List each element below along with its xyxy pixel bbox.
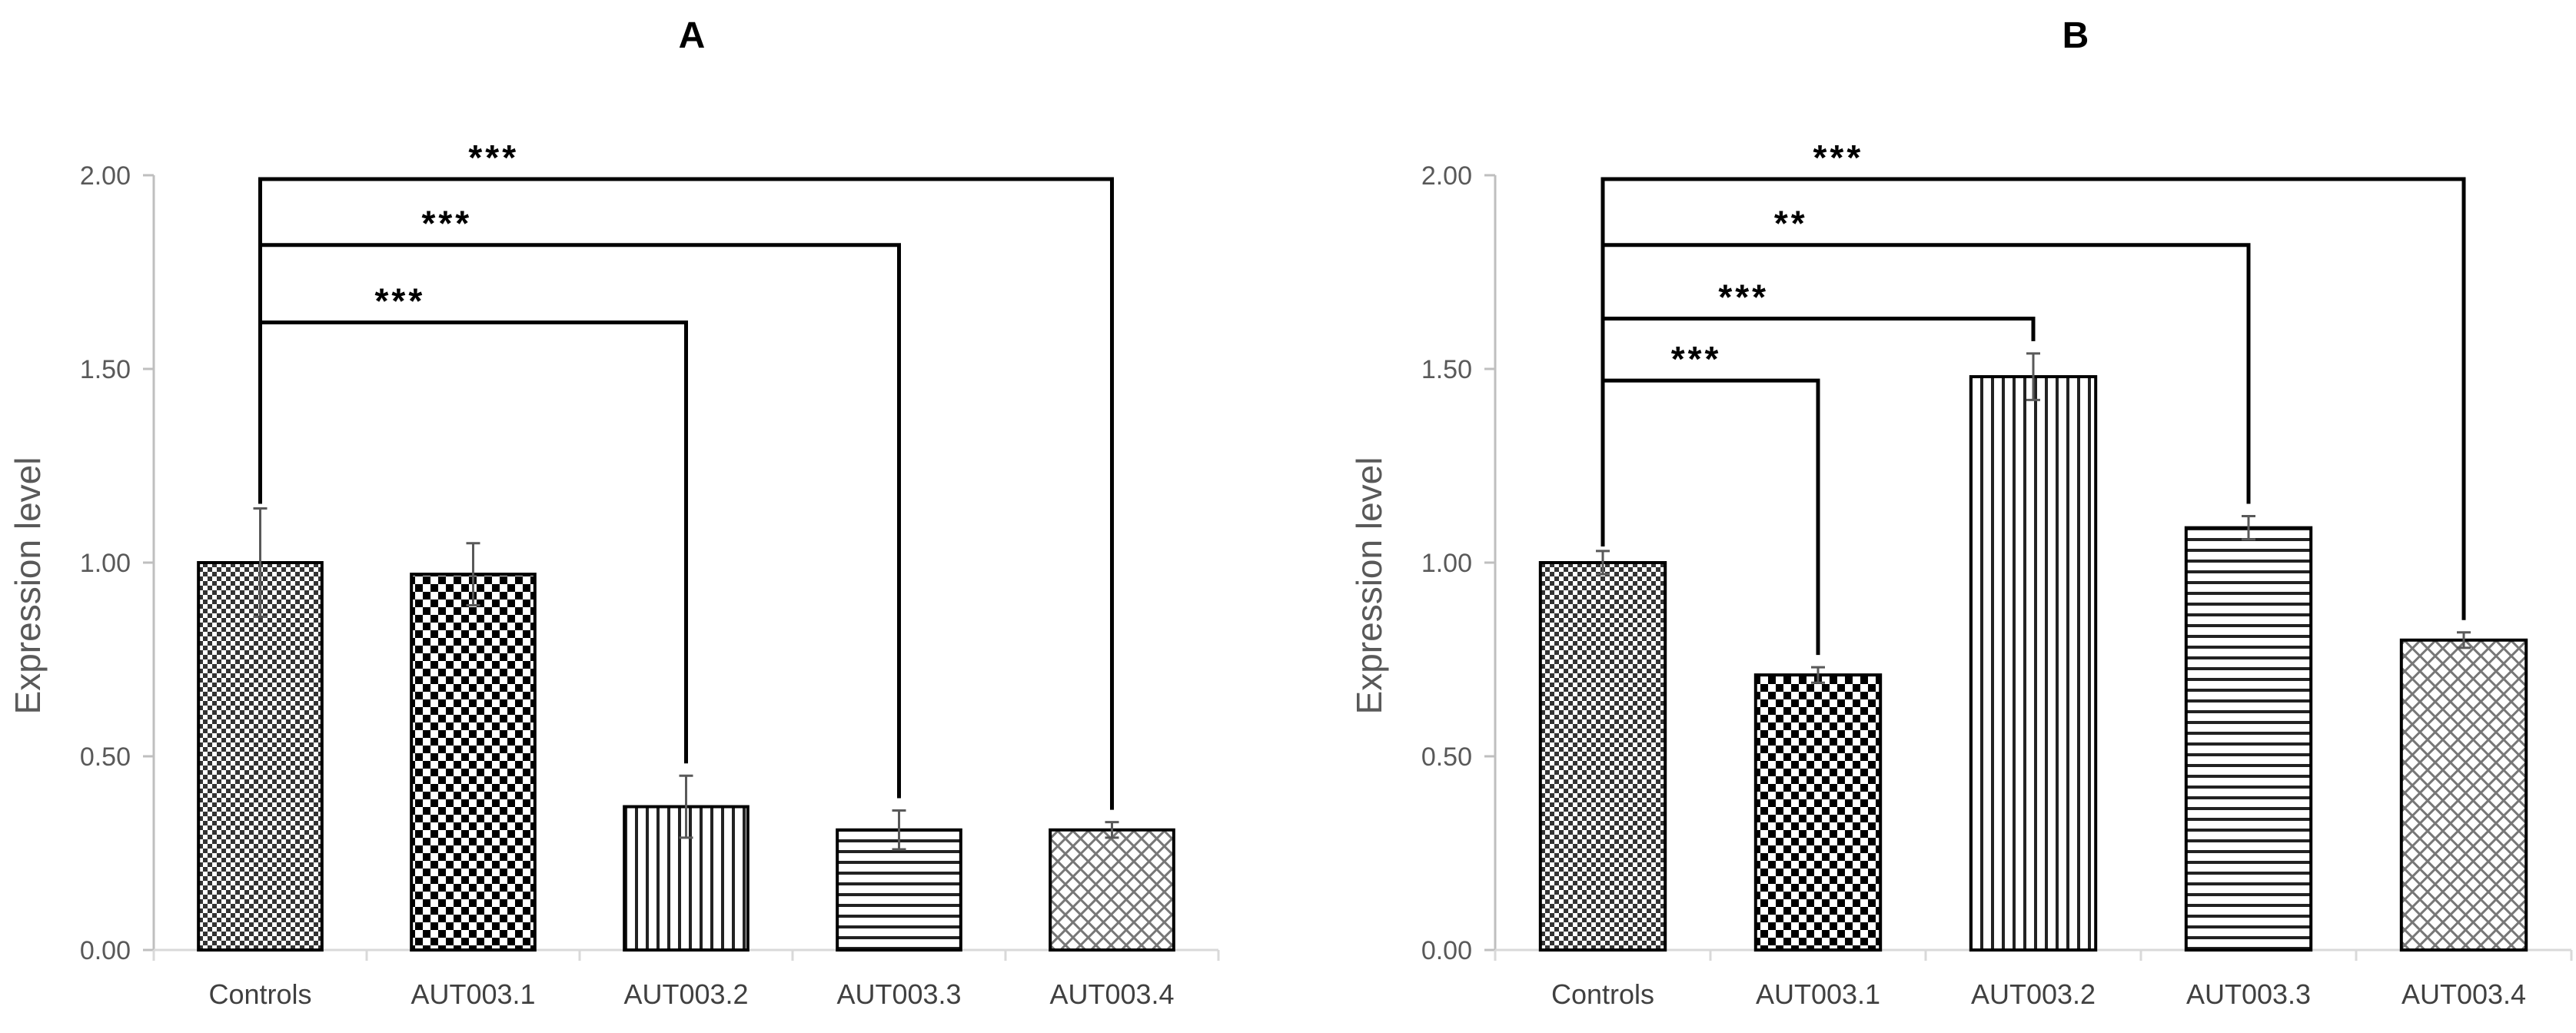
x-category-label: Controls: [208, 978, 311, 1010]
significance-label: ***: [1718, 277, 1769, 317]
significance-label: ***: [421, 204, 472, 244]
x-category-label: AUT003.4: [1049, 978, 1174, 1010]
y-tick-label: 1.00: [80, 549, 131, 578]
significance-label: ***: [375, 281, 426, 321]
x-category-label: AUT003.2: [1971, 978, 2096, 1010]
y-tick-label: 0.00: [80, 936, 131, 965]
y-axis-title: Expression level: [1349, 457, 1389, 715]
x-category-label: AUT003.3: [836, 978, 961, 1010]
x-category-label: AUT003.4: [2401, 978, 2526, 1010]
y-tick-label: 1.00: [1421, 549, 1472, 578]
x-category-label: Controls: [1551, 978, 1654, 1010]
panel-title: A: [679, 15, 706, 56]
significance-bracket: [1600, 177, 2466, 620]
y-tick-label: 0.50: [1421, 742, 1472, 772]
x-category-label: AUT003.2: [623, 978, 748, 1010]
x-category-label: AUT003.1: [410, 978, 535, 1010]
x-category-label: AUT003.3: [2186, 978, 2311, 1010]
bar-aut003-4: [2399, 638, 2528, 952]
significance-label: ***: [1671, 339, 1722, 379]
y-tick-label: 0.50: [80, 742, 131, 772]
y-axis-title: Expression level: [8, 457, 48, 715]
y-tick-label: 1.50: [1421, 355, 1472, 384]
y-tick-label: 2.00: [1421, 161, 1472, 191]
significance-label: ***: [1813, 138, 1864, 178]
bar-aut003-2: [1969, 375, 2098, 952]
y-tick-label: 1.50: [80, 355, 131, 384]
bar-controls: [197, 561, 324, 952]
significance-label: ***: [468, 138, 519, 178]
significance-bracket: [1600, 243, 2251, 546]
y-tick-label: 2.00: [80, 161, 131, 191]
bar-aut003-1: [1753, 673, 1883, 952]
bar-aut003-3: [2184, 526, 2313, 952]
panel-b-chart: B 0.00 0.50 1.00 1.50 2.00 Expression level Con…: [1349, 15, 2573, 1010]
bar-aut003-1: [410, 573, 537, 952]
y-tick-label: 0.00: [1421, 936, 1472, 965]
significance-bracket: [258, 177, 1114, 810]
panel-a-chart: A 0.00 0.50 1.00 1.50 2.00 Expression level Con…: [8, 15, 1220, 1010]
bar-controls: [1538, 561, 1667, 952]
significance-label: **: [1774, 204, 1808, 244]
x-category-label: AUT003.1: [1756, 978, 1880, 1010]
bar-aut003-4: [1049, 828, 1175, 952]
panel-title: B: [2062, 15, 2089, 56]
significance-bracket: [258, 243, 901, 799]
